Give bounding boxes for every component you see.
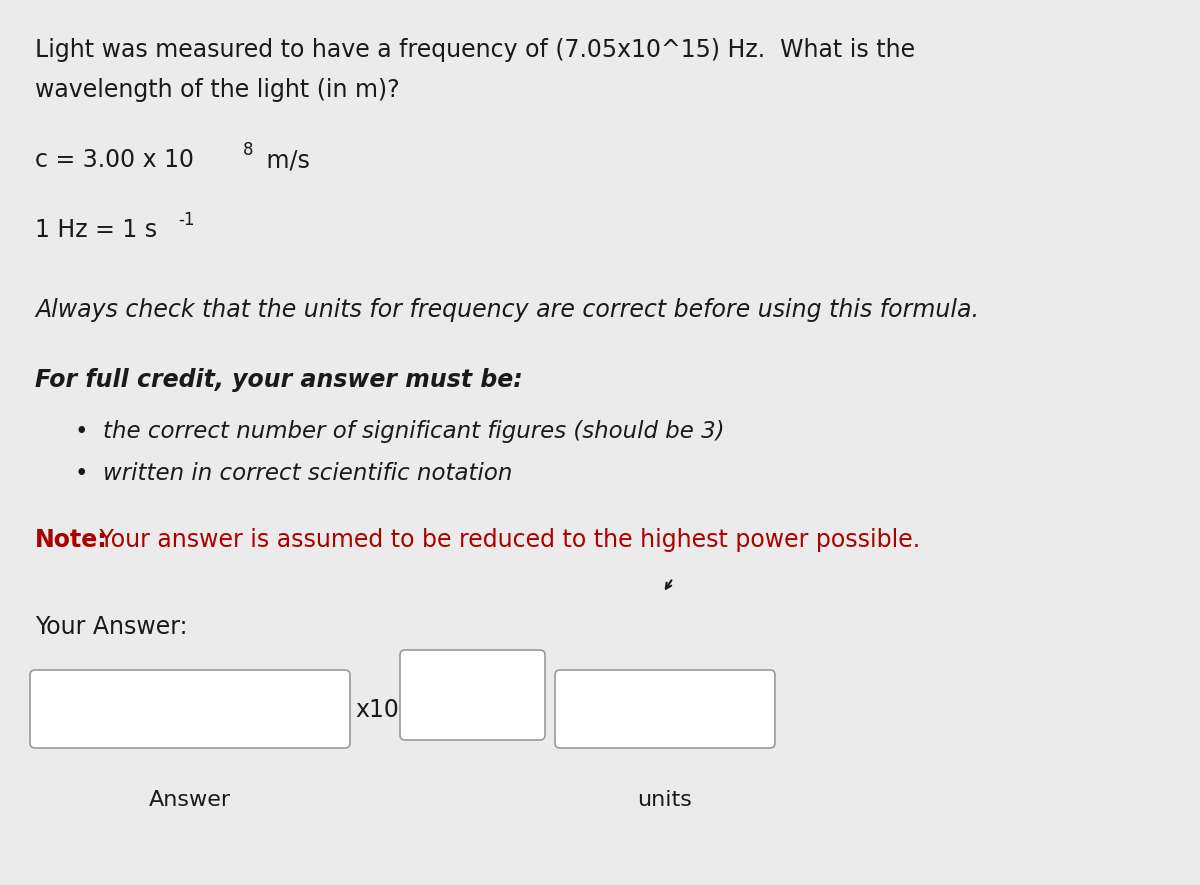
FancyBboxPatch shape [400, 650, 545, 740]
Text: Note:: Note: [35, 528, 108, 552]
FancyBboxPatch shape [554, 670, 775, 748]
Text: Answer: Answer [149, 790, 232, 810]
Text: Light was measured to have a frequency of (7.05x10^15) Hz.  What is the: Light was measured to have a frequency o… [35, 38, 916, 62]
FancyBboxPatch shape [30, 670, 350, 748]
Text: Your Answer:: Your Answer: [35, 615, 187, 639]
Text: units: units [637, 790, 692, 810]
Text: wavelength of the light (in m)?: wavelength of the light (in m)? [35, 78, 400, 102]
Text: c = 3.00 x 10: c = 3.00 x 10 [35, 148, 194, 172]
Text: For full credit, your answer must be:: For full credit, your answer must be: [35, 368, 523, 392]
Text: 8: 8 [242, 141, 253, 159]
Text: •  written in correct scientific notation: • written in correct scientific notation [74, 462, 512, 485]
Text: x10: x10 [355, 698, 398, 722]
Text: m/s: m/s [259, 148, 310, 172]
Text: Your answer is assumed to be reduced to the highest power possible.: Your answer is assumed to be reduced to … [92, 528, 920, 552]
Text: 1 Hz = 1 s: 1 Hz = 1 s [35, 218, 157, 242]
Text: -1: -1 [178, 211, 194, 229]
Text: •  the correct number of significant figures (should be 3): • the correct number of significant figu… [74, 420, 725, 443]
Text: Always check that the units for frequency are correct before using this formula.: Always check that the units for frequenc… [35, 298, 979, 322]
